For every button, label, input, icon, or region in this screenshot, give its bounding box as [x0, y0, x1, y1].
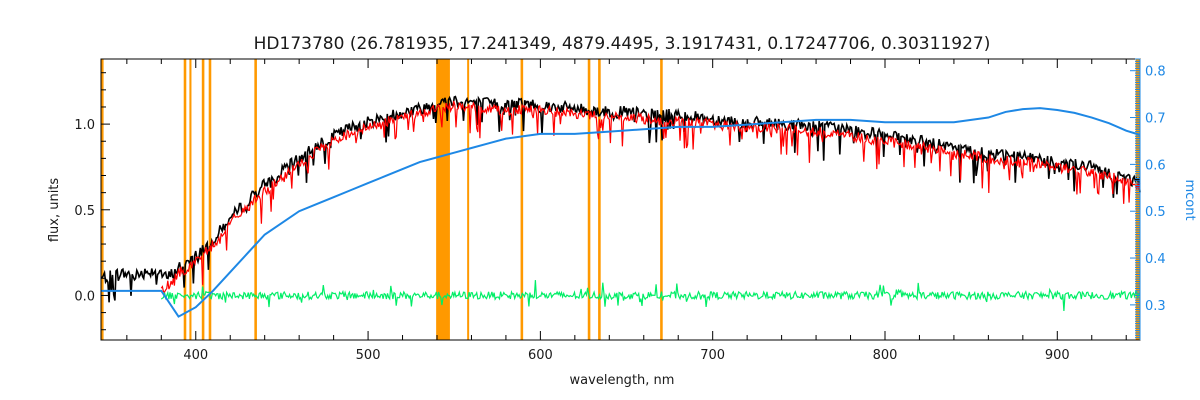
y-tick-label: 1.0	[74, 118, 95, 133]
masked-region-1	[183, 59, 187, 340]
masked-region-4	[208, 59, 212, 340]
model-spectrum	[160, 100, 1141, 293]
y-axis-label: flux, units	[47, 178, 62, 243]
y-axis: 0.0 0.5 1.0	[74, 72, 110, 331]
y2-axis-label: mcont	[1182, 179, 1197, 220]
y-tick-label: 0.0	[74, 289, 95, 304]
masked-region-9	[587, 59, 591, 340]
y2-tick-label: 0.6	[1145, 158, 1166, 173]
y2-tick-label: 0.5	[1145, 205, 1166, 220]
masked-region-2	[189, 59, 192, 340]
y2-axis: 0.3 0.4 0.5 0.6 0.7 0.8	[1130, 58, 1166, 340]
y2-tick-label: 0.3	[1145, 299, 1166, 314]
continuum-line	[101, 107, 1141, 318]
x-axis: 400 500 600 700 800 900	[126, 59, 1127, 363]
x-tick-label: 700	[700, 348, 725, 363]
series-group	[100, 95, 1141, 318]
y-tick-label: 0.5	[74, 204, 95, 219]
masked-region-10	[598, 59, 601, 340]
y2-tick-label: 0.8	[1145, 65, 1166, 80]
chart-title: HD173780 (26.781935, 17.241349, 4879.449…	[254, 34, 991, 54]
masked-region-3	[201, 59, 205, 340]
y2-tick-label: 0.7	[1145, 112, 1166, 127]
x-tick-label: 800	[873, 348, 898, 363]
x-axis-label: wavelength, nm	[570, 373, 675, 388]
masked-region-7	[467, 59, 470, 340]
x-tick-label: 900	[1045, 348, 1070, 363]
x-tick-label: 500	[356, 348, 381, 363]
residual-spectrum	[160, 280, 1141, 312]
masked-region-0	[101, 59, 104, 340]
x-tick-label: 400	[183, 348, 208, 363]
masked-region-8	[520, 59, 524, 340]
y2-tick-label: 0.4	[1145, 252, 1166, 267]
masked-region-6	[436, 59, 450, 340]
x-tick-label: 600	[528, 348, 553, 363]
masked-region-11	[660, 59, 663, 340]
